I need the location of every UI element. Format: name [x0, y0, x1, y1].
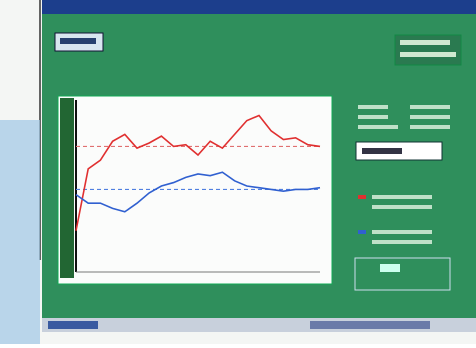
- taskbar-items: [310, 321, 430, 329]
- start-button[interactable]: [48, 321, 98, 329]
- label: [410, 105, 450, 109]
- chart-strip: [60, 98, 74, 278]
- label: [372, 240, 432, 244]
- label: [358, 125, 398, 129]
- info-text: [400, 40, 450, 45]
- label: [372, 195, 432, 199]
- label: [358, 115, 388, 119]
- label: [372, 205, 432, 209]
- label: [358, 105, 388, 109]
- control-icon: [380, 264, 400, 272]
- page: (() => { const data = JSON.parse(documen…: [0, 0, 476, 344]
- label: [410, 125, 450, 129]
- info-text: [400, 52, 456, 57]
- title-bar: [42, 0, 476, 14]
- edge-glare: [0, 120, 40, 344]
- swatch: [358, 230, 366, 234]
- button-text: [60, 38, 96, 44]
- value-text: [362, 148, 402, 154]
- label: [410, 115, 450, 119]
- label: [372, 230, 432, 234]
- info-box: [395, 35, 461, 65]
- swatch: [358, 195, 366, 199]
- screenshot: [0, 0, 476, 344]
